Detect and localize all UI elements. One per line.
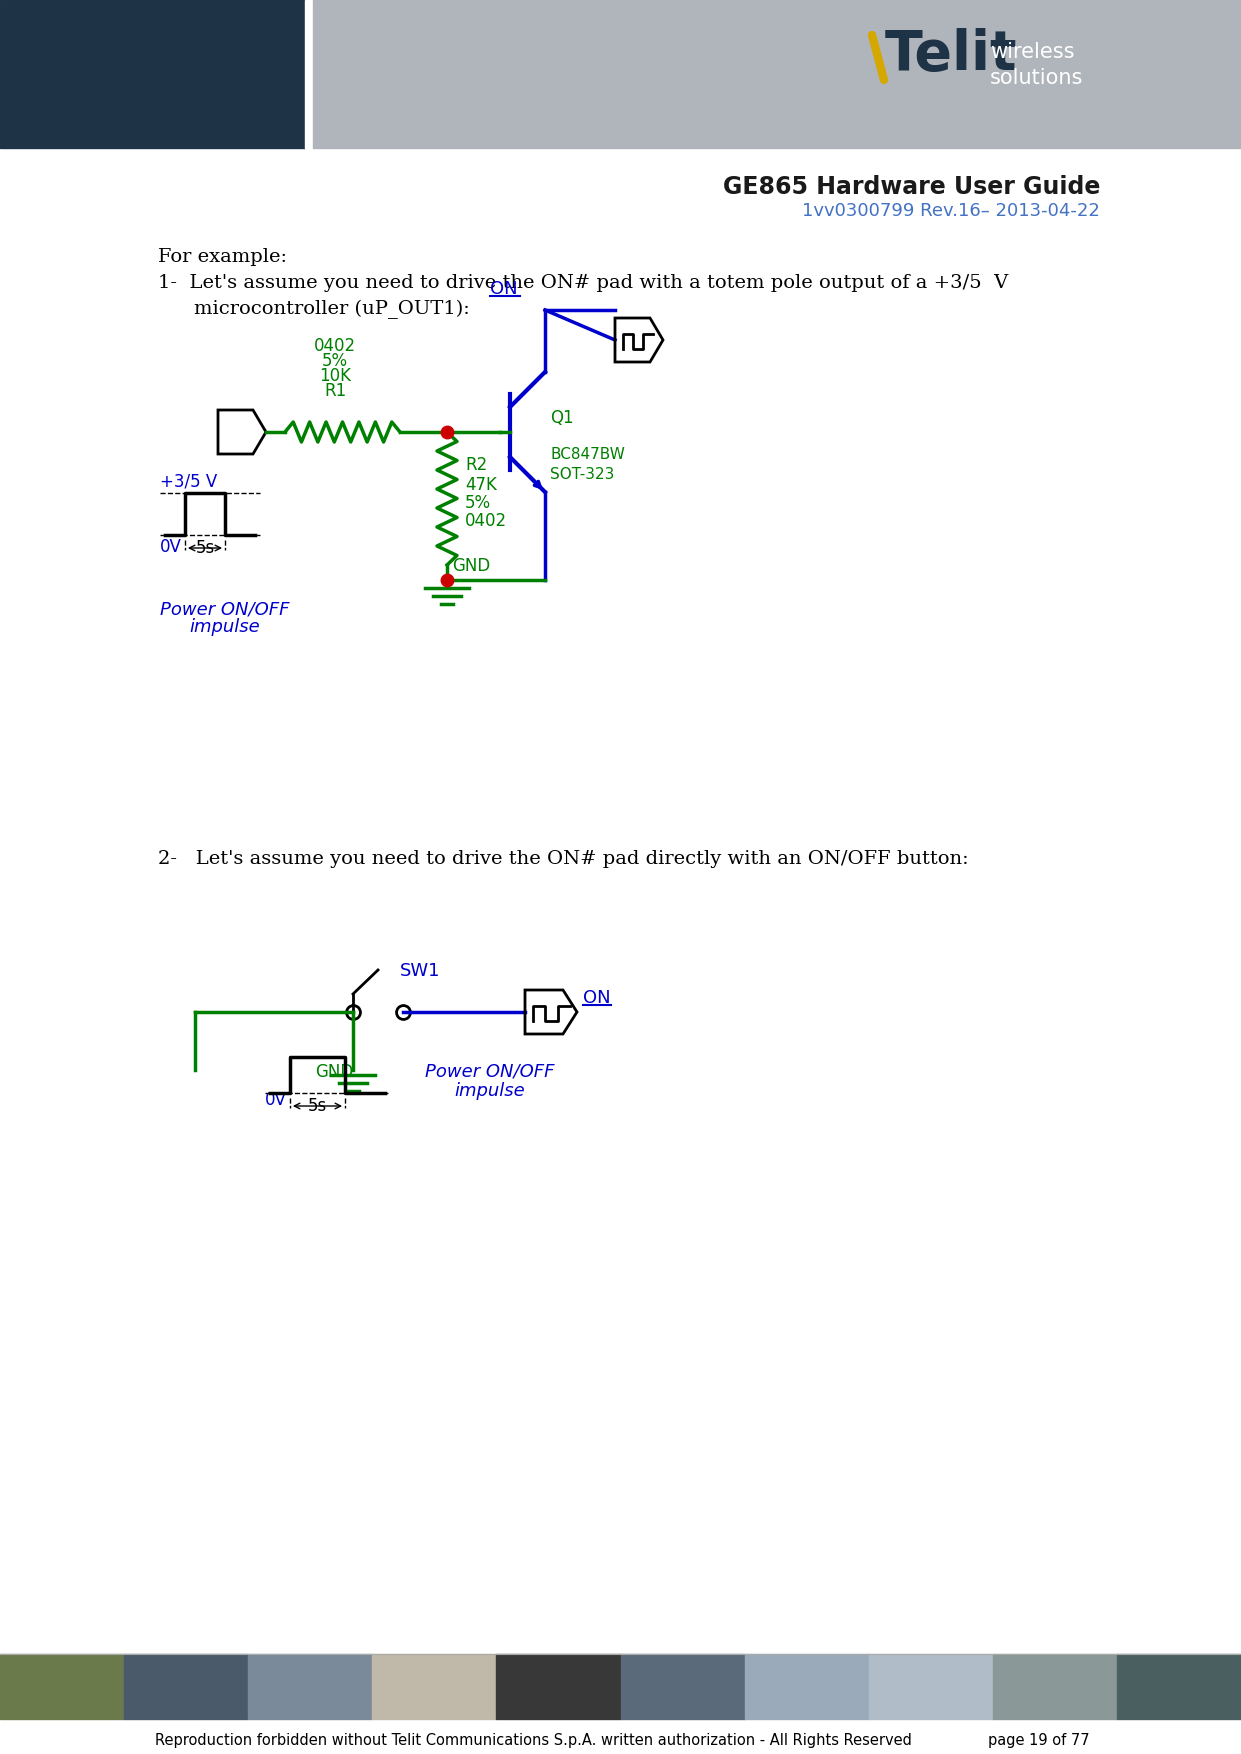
Bar — [305, 0, 313, 147]
Text: 0V: 0V — [266, 1091, 287, 1109]
Text: R2: R2 — [465, 456, 488, 474]
Text: 1vv0300799 Rev.16– 2013-04-22: 1vv0300799 Rev.16– 2013-04-22 — [802, 202, 1100, 219]
Text: microcontroller (uP_OUT1):: microcontroller (uP_OUT1): — [194, 300, 470, 319]
Bar — [869, 1654, 993, 1719]
Text: 1-  Let's assume you need to drive the ON# pad with a totem pole output of a +3/: 1- Let's assume you need to drive the ON… — [158, 274, 1008, 291]
Text: 5s: 5s — [195, 538, 215, 558]
Bar — [372, 1654, 496, 1719]
Bar — [496, 1654, 620, 1719]
Bar — [124, 1654, 248, 1719]
Bar — [313, 0, 1241, 147]
Text: GE865 Hardware User Guide: GE865 Hardware User Guide — [722, 175, 1100, 198]
Bar — [993, 1654, 1117, 1719]
Text: wireless: wireless — [990, 42, 1075, 61]
Text: For example:: For example: — [158, 247, 287, 267]
Text: 5%: 5% — [321, 353, 347, 370]
Text: BC847BW: BC847BW — [550, 447, 625, 461]
Text: 5%: 5% — [465, 495, 491, 512]
Bar — [0, 0, 305, 147]
Text: Telit: Telit — [885, 28, 1018, 82]
Text: 2-   Let's assume you need to drive the ON# pad directly with an ON/OFF button:: 2- Let's assume you need to drive the ON… — [158, 851, 969, 868]
Text: GND: GND — [452, 558, 490, 575]
Text: SOT-323: SOT-323 — [550, 467, 614, 482]
Text: 5s: 5s — [308, 1096, 328, 1116]
Text: 0402: 0402 — [314, 337, 356, 354]
Text: Q1: Q1 — [550, 409, 573, 426]
Text: 10K: 10K — [319, 367, 351, 384]
Text: ON: ON — [583, 989, 611, 1007]
Text: ON: ON — [490, 281, 517, 298]
Bar — [248, 1654, 372, 1719]
Text: impulse: impulse — [454, 1082, 525, 1100]
Text: solutions: solutions — [990, 68, 1083, 88]
Text: 0V: 0V — [160, 538, 182, 556]
Text: page 19 of 77: page 19 of 77 — [988, 1733, 1090, 1747]
Bar — [745, 1654, 869, 1719]
Text: Power ON/OFF: Power ON/OFF — [426, 1063, 555, 1080]
Text: GND: GND — [315, 1063, 354, 1080]
Text: Power ON/OFF: Power ON/OFF — [160, 600, 289, 617]
Text: 0402: 0402 — [465, 512, 508, 530]
Bar — [620, 1654, 745, 1719]
Text: R1: R1 — [324, 382, 346, 400]
Text: Reproduction forbidden without Telit Communications S.p.A. written authorization: Reproduction forbidden without Telit Com… — [155, 1733, 912, 1747]
Text: SW1: SW1 — [400, 961, 441, 980]
Text: +3/5 V: +3/5 V — [160, 472, 217, 489]
Bar — [0, 1654, 124, 1719]
Bar — [1117, 1654, 1241, 1719]
Text: 47K: 47K — [465, 475, 496, 495]
Text: impulse: impulse — [190, 617, 261, 637]
